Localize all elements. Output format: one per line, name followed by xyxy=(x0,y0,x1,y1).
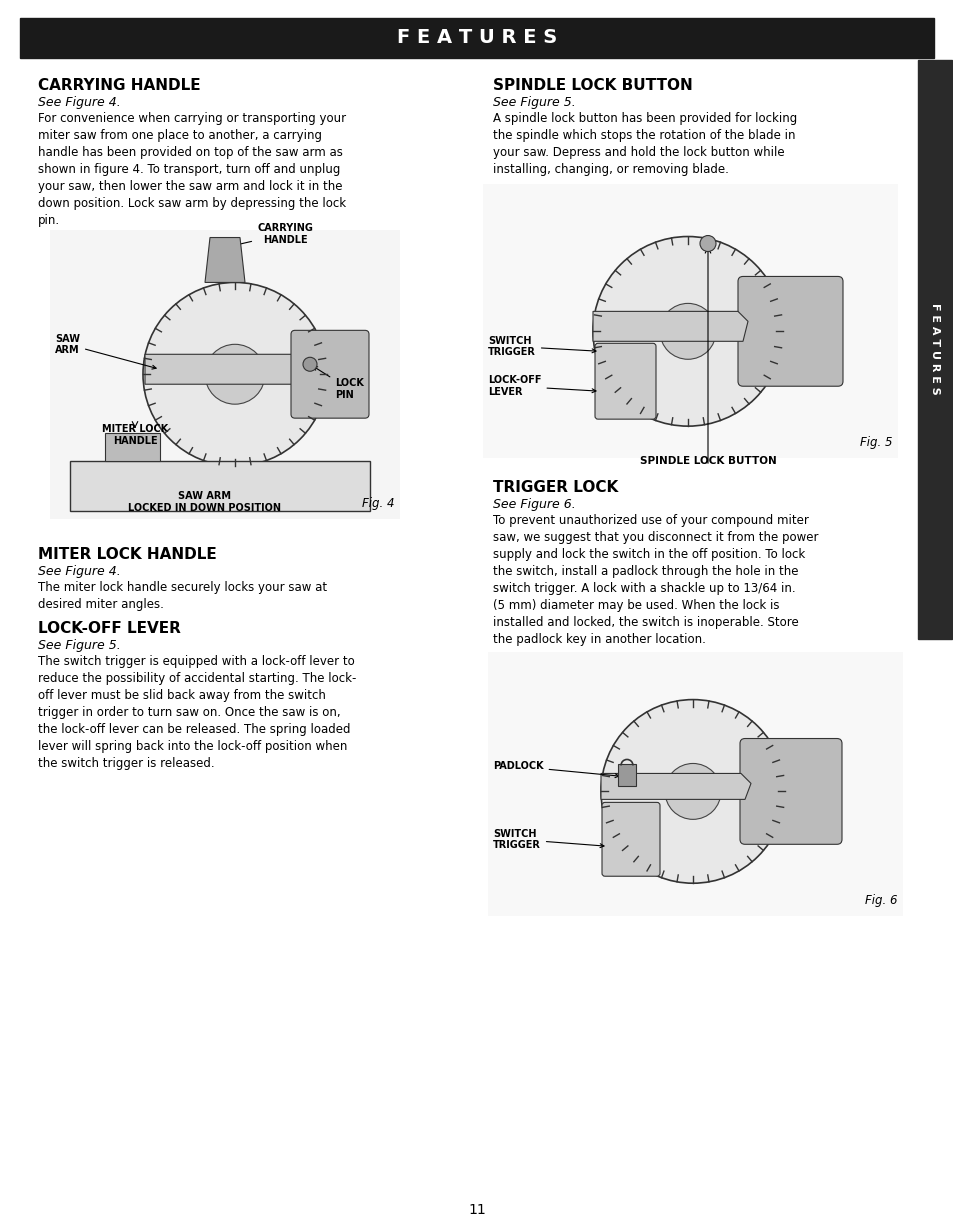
Bar xyxy=(917,60,951,639)
Polygon shape xyxy=(205,238,245,283)
Text: LOCK-OFF
LEVER: LOCK-OFF LEVER xyxy=(488,376,596,396)
FancyBboxPatch shape xyxy=(291,331,369,418)
Text: LOCK
PIN: LOCK PIN xyxy=(314,366,363,400)
Text: A spindle lock button has been provided for locking
the spindle which stops the : A spindle lock button has been provided … xyxy=(493,112,797,176)
Bar xyxy=(50,229,399,518)
Bar xyxy=(20,18,933,57)
Text: See Figure 4.: See Figure 4. xyxy=(38,96,121,109)
Circle shape xyxy=(205,344,265,404)
Circle shape xyxy=(600,699,784,883)
Text: To prevent unauthorized use of your compound miter
saw, we suggest that you disc: To prevent unauthorized use of your comp… xyxy=(493,514,818,645)
FancyBboxPatch shape xyxy=(740,738,841,844)
Text: SAW ARM
LOCKED IN DOWN POSITION: SAW ARM LOCKED IN DOWN POSITION xyxy=(129,490,281,512)
Text: 11: 11 xyxy=(468,1203,485,1216)
Text: See Figure 6.: See Figure 6. xyxy=(493,498,576,511)
Bar xyxy=(70,461,370,511)
Polygon shape xyxy=(145,354,305,384)
Text: See Figure 4.: See Figure 4. xyxy=(38,565,121,578)
Circle shape xyxy=(659,304,716,359)
FancyBboxPatch shape xyxy=(595,343,656,420)
Text: For convenience when carrying or transporting your
miter saw from one place to a: For convenience when carrying or transpo… xyxy=(38,112,346,227)
FancyBboxPatch shape xyxy=(601,803,659,876)
Text: PADLOCK: PADLOCK xyxy=(493,761,618,777)
Text: CARRYING HANDLE: CARRYING HANDLE xyxy=(38,78,200,93)
Circle shape xyxy=(664,764,720,820)
Text: MITER LOCK HANDLE: MITER LOCK HANDLE xyxy=(38,547,216,562)
Text: MITER LOCK
HANDLE: MITER LOCK HANDLE xyxy=(102,425,168,445)
Polygon shape xyxy=(593,311,747,342)
Text: TRIGGER LOCK: TRIGGER LOCK xyxy=(493,479,618,495)
Text: See Figure 5.: See Figure 5. xyxy=(493,96,576,109)
Bar xyxy=(105,433,160,461)
Text: Fig. 5: Fig. 5 xyxy=(860,436,892,449)
Circle shape xyxy=(593,237,782,426)
Text: Fig. 4: Fig. 4 xyxy=(362,497,395,510)
Text: SPINDLE LOCK BUTTON: SPINDLE LOCK BUTTON xyxy=(493,78,692,93)
Text: SWITCH
TRIGGER: SWITCH TRIGGER xyxy=(493,828,603,850)
Polygon shape xyxy=(600,773,750,799)
Bar xyxy=(488,651,902,916)
FancyBboxPatch shape xyxy=(738,277,842,387)
Text: F E A T U R E S: F E A T U R E S xyxy=(396,28,557,48)
Text: LOCK-OFF LEVER: LOCK-OFF LEVER xyxy=(38,621,181,636)
Circle shape xyxy=(700,235,716,251)
Text: F E A T U R E S: F E A T U R E S xyxy=(929,304,939,395)
Circle shape xyxy=(303,357,316,371)
Circle shape xyxy=(143,283,327,466)
Text: Fig. 6: Fig. 6 xyxy=(864,894,897,908)
Bar xyxy=(482,184,897,458)
Text: The miter lock handle securely locks your saw at
desired miter angles.: The miter lock handle securely locks you… xyxy=(38,581,327,611)
Text: SAW
ARM: SAW ARM xyxy=(55,333,156,370)
Text: CARRYING
HANDLE: CARRYING HANDLE xyxy=(229,223,313,248)
Text: SPINDLE LOCK BUTTON: SPINDLE LOCK BUTTON xyxy=(639,456,776,466)
Text: SWITCH
TRIGGER: SWITCH TRIGGER xyxy=(488,336,596,357)
Bar xyxy=(618,765,636,787)
Text: See Figure 5.: See Figure 5. xyxy=(38,639,121,651)
Text: The switch trigger is equipped with a lock-off lever to
reduce the possibility o: The switch trigger is equipped with a lo… xyxy=(38,655,356,770)
